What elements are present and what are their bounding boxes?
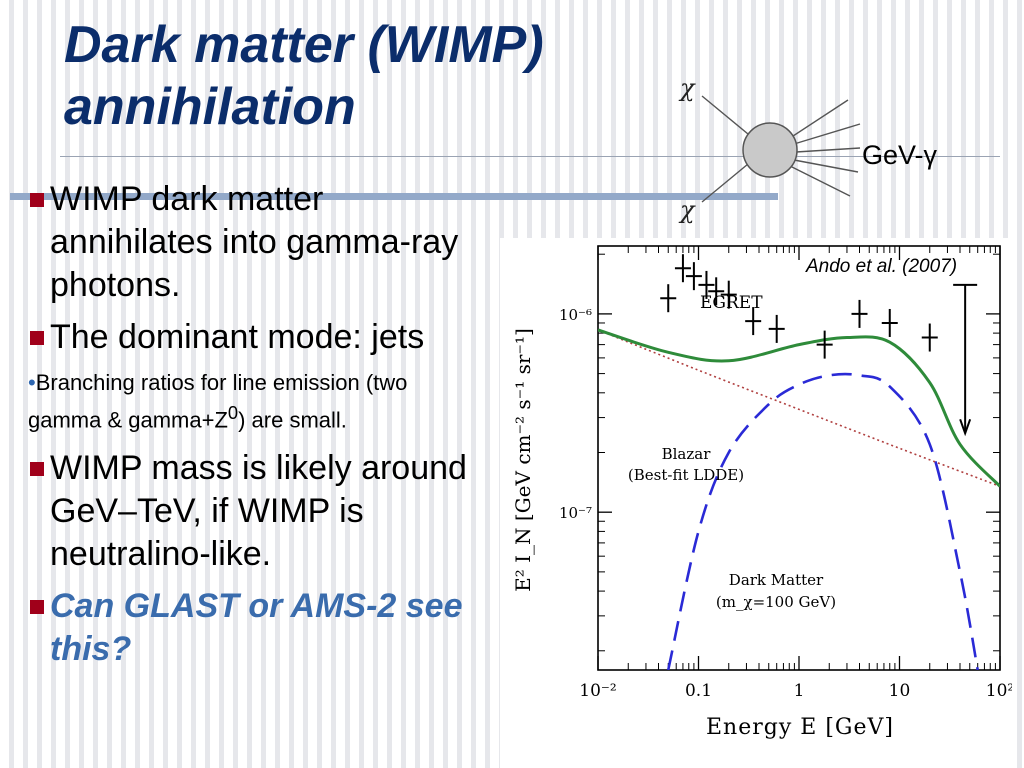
bullet-text: WIMP dark matter annihilates into gamma-… [50, 180, 459, 304]
egret-point [708, 277, 725, 306]
bullet-item: WIMP mass is likely around GeV–TeV, if W… [28, 447, 478, 576]
x-tick-label: 0.1 [685, 681, 712, 701]
egret-point [816, 330, 833, 359]
y-tick-label: 10⁻⁷ [559, 504, 592, 522]
chart-labels: 10⁻² 0.1 1 10 10² 10⁻⁷ 10⁻⁶ Energy E [GeV] E² I_… [511, 293, 1012, 740]
superscript: 0 [227, 402, 239, 423]
annihilation-vertex [742, 122, 798, 178]
annotation-blazar-model: (Best-fit LDDE) [628, 466, 744, 484]
annotation-blazar: Blazar [662, 445, 712, 463]
x-tick-label: 10 [889, 681, 911, 701]
egret-point [720, 280, 737, 309]
egret-point [674, 254, 691, 283]
gamma-ray-spectrum-chart: 10⁻² 0.1 1 10 10² 10⁻⁷ 10⁻⁶ Energy E [GeV] E² I_… [500, 238, 1012, 768]
slide-title: Dark matter (WIMP) annihilation [64, 14, 684, 138]
sub-bullet-marker: • [28, 370, 36, 395]
egret-point [768, 314, 785, 343]
annotation-dark-matter: Dark Matter [729, 571, 824, 589]
bullet-marker [30, 193, 44, 207]
egret-point [745, 307, 762, 336]
bullet-item: WIMP dark matter annihilates into gamma-… [28, 178, 478, 307]
chi-symbol-bottom: χ [678, 196, 696, 224]
bullet-text: The dominant mode: jets [50, 318, 425, 356]
bullet-marker [30, 331, 44, 345]
annotation-dark-matter-mass: (m_χ=100 GeV) [716, 593, 836, 611]
title-line-1: Dark matter (WIMP) [64, 16, 544, 74]
bullet-marker [30, 600, 44, 615]
egret-point [851, 299, 868, 328]
y-tick-label: 10⁻⁶ [559, 306, 592, 324]
bullet-list: WIMP dark matter annihilates into gamma-… [28, 178, 478, 680]
sub-bullet-text: Branching ratios for line emission (two … [28, 370, 408, 433]
chi-symbol-top: χ [678, 74, 696, 102]
chi-line-bottom [701, 163, 749, 203]
sub-bullet-text-end: ) are small. [238, 407, 347, 433]
annotation-egret: EGRET [700, 293, 763, 313]
bullet-marker [30, 462, 44, 477]
x-tick-label: 10⁻² [579, 681, 616, 701]
bullet-text: WIMP mass is likely around GeV–TeV, if W… [50, 449, 467, 574]
series-line-dark-matter [666, 372, 979, 670]
egret-points [660, 254, 978, 437]
title-line-2: annihilation [64, 78, 356, 136]
series-line-blazar [598, 329, 1000, 488]
title-divider [60, 156, 1000, 157]
chi-line-top [701, 95, 749, 135]
axis-ticks [597, 246, 1001, 670]
egret-point [685, 262, 702, 291]
citation: Ando et al. (2007) [806, 256, 958, 277]
x-tick-label: 10² [986, 681, 1012, 701]
egret-point [660, 284, 677, 313]
series-line-total [598, 328, 1000, 488]
y-axis-label: E² I_N [GeV cm⁻² s⁻¹ sr⁻¹] [511, 328, 535, 592]
upper-limit-arrowhead [959, 418, 972, 437]
egret-point [698, 270, 715, 299]
gev-gamma-label: GeV-γ [862, 140, 938, 170]
x-tick-label: 1 [794, 681, 805, 701]
bullet-item-question: Can GLAST or AMS-2 see this? [28, 585, 478, 671]
x-axis-label: Energy E [GeV] [706, 715, 894, 740]
bullet-text: Can GLAST or AMS-2 see this? [50, 587, 463, 669]
bullet-item: The dominant mode: jets [28, 316, 478, 359]
annihilation-diagram: χ χ [678, 74, 861, 224]
curves [598, 328, 1000, 670]
egret-point [881, 308, 898, 337]
sub-bullet-item: •Branching ratios for line emission (two… [28, 368, 478, 435]
accent-bar [10, 193, 778, 200]
egret-point [921, 323, 938, 352]
